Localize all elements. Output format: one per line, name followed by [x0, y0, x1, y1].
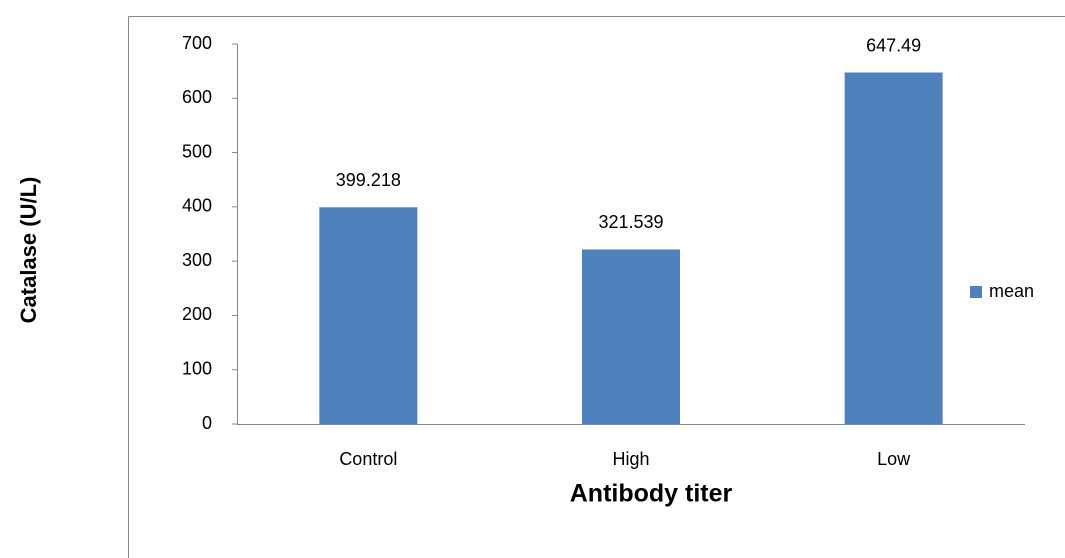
legend-swatch — [970, 286, 982, 298]
y-tick-label: 200 — [182, 304, 212, 324]
legend-label: mean — [989, 281, 1034, 301]
bar — [582, 249, 680, 424]
x-axis-title: Antibody titer — [570, 480, 733, 508]
y-tick-label: 500 — [182, 141, 212, 161]
x-tick-label: High — [612, 449, 649, 469]
data-label: 647.49 — [866, 35, 921, 55]
data-label: 399.218 — [336, 170, 401, 190]
y-axis-title: Catalase (U/L) — [16, 177, 41, 324]
y-tick-label: 600 — [182, 87, 212, 107]
y-tick-label: 700 — [182, 33, 212, 53]
y-tick-label: 100 — [182, 358, 212, 378]
y-tick-label: 400 — [182, 196, 212, 216]
x-tick-label: Low — [877, 449, 911, 469]
data-label: 321.539 — [598, 212, 663, 232]
bar — [319, 207, 418, 424]
bar — [844, 72, 943, 424]
x-tick-label: Control — [339, 449, 397, 469]
y-tick-label: 0 — [202, 413, 212, 433]
y-tick-label: 300 — [182, 250, 212, 270]
